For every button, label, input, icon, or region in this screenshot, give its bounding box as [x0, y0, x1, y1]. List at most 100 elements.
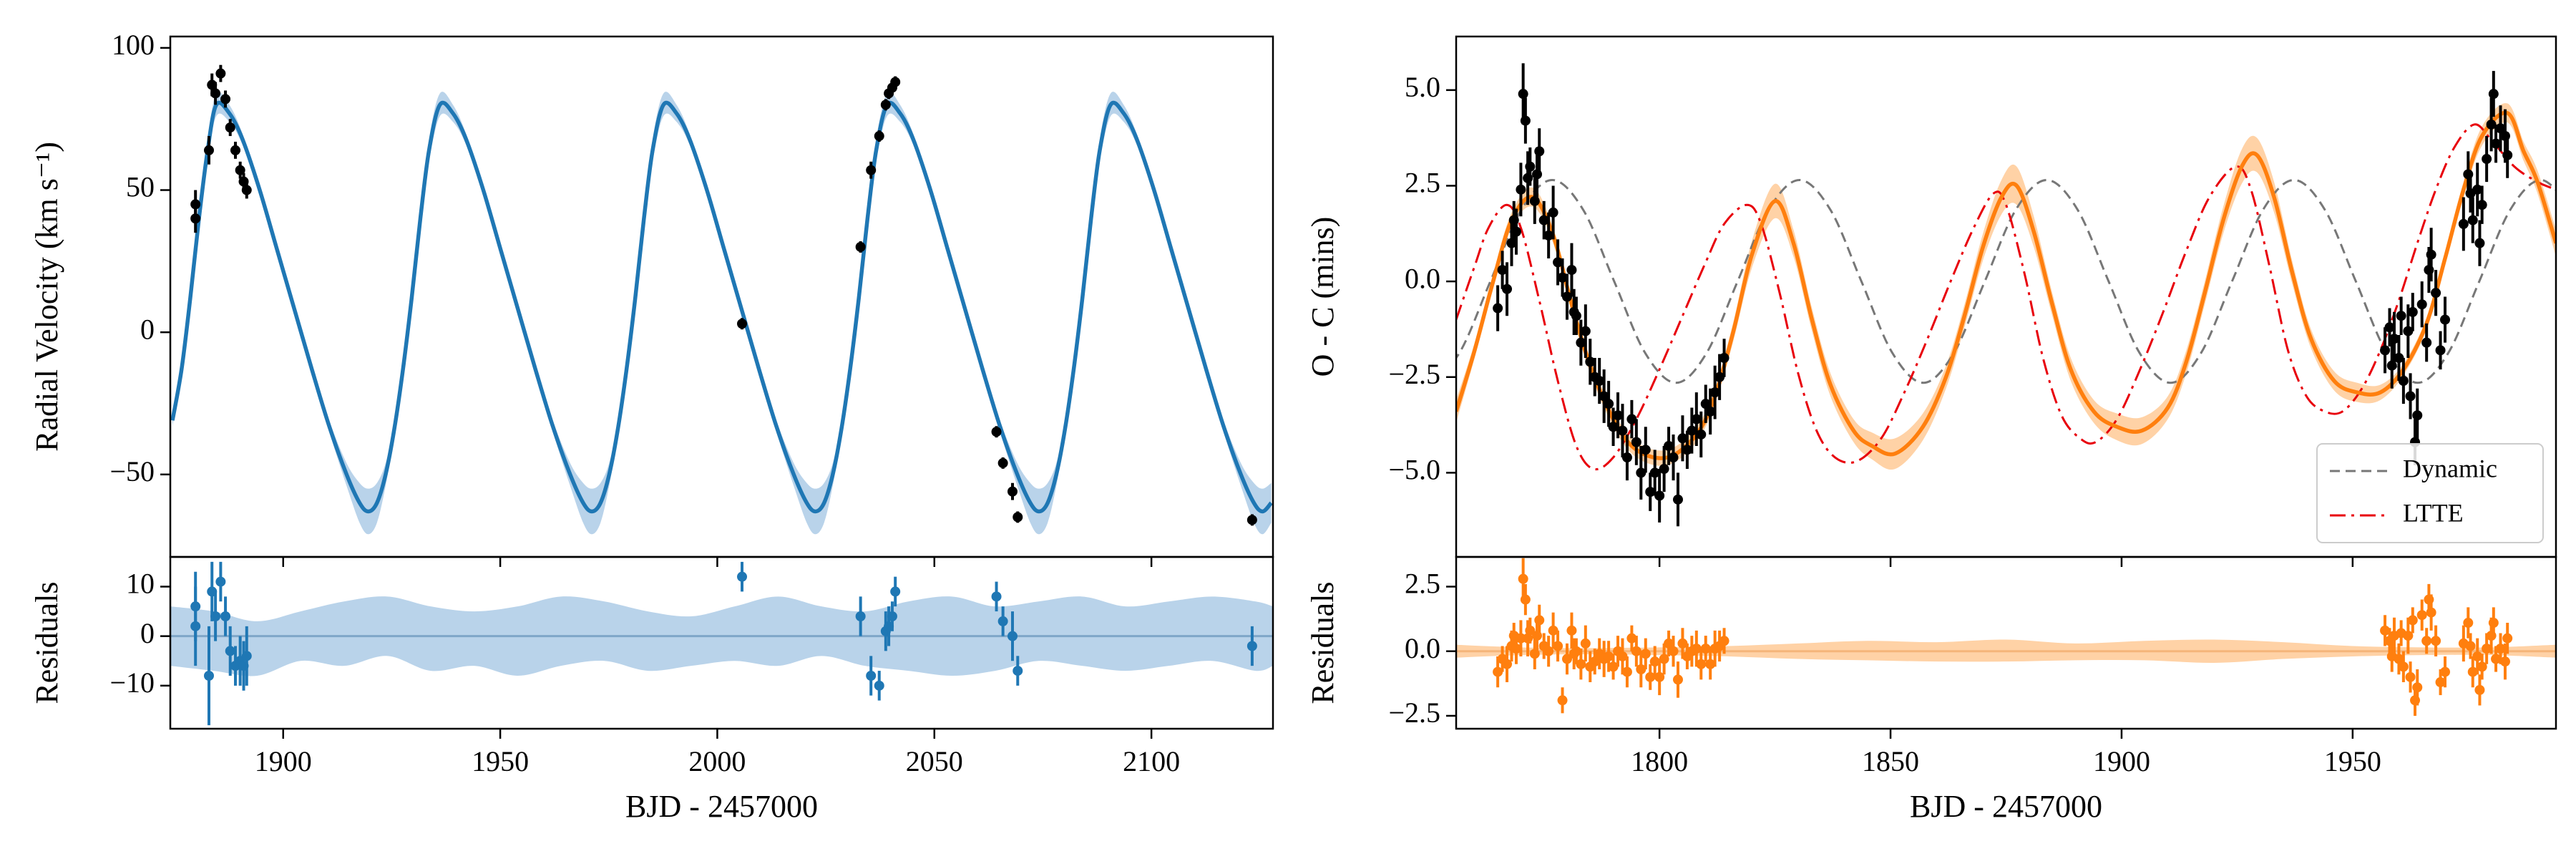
data-point — [1511, 644, 1521, 654]
x-tick-label: 1950 — [472, 745, 529, 777]
data-point — [1518, 573, 1528, 584]
y-axis-label: Radial Velocity (km s⁻¹) — [29, 142, 64, 452]
data-point — [220, 94, 231, 105]
data-point — [2488, 618, 2499, 629]
data-point — [215, 576, 226, 587]
data-point — [1594, 376, 1605, 387]
data-point — [220, 611, 231, 621]
data-point — [1604, 399, 1614, 409]
data-point — [2394, 353, 2404, 364]
y-tick-label: 2.5 — [1405, 167, 1440, 199]
data-point — [2394, 654, 2404, 664]
data-point — [2403, 326, 2414, 336]
y-tick-label: −50 — [109, 455, 155, 487]
data-point — [215, 68, 226, 79]
data-point — [866, 670, 877, 681]
data-point — [1645, 671, 1656, 682]
data-point — [874, 680, 884, 691]
data-point — [2486, 119, 2497, 130]
data-point — [1585, 356, 1596, 367]
data-point — [2472, 184, 2483, 195]
y-tick-label: −5.0 — [1388, 454, 1440, 486]
data-point — [2502, 633, 2513, 644]
data-point — [2426, 249, 2436, 260]
data-point — [225, 646, 235, 656]
data-point — [1534, 146, 1545, 157]
data-point — [2467, 215, 2478, 225]
data-point — [1705, 406, 1716, 417]
data-point — [1640, 649, 1651, 659]
y-tick-label: 50 — [126, 171, 155, 203]
data-point — [1604, 651, 1614, 661]
data-point — [1668, 646, 1679, 656]
legend: Dynamic LTTE — [2316, 443, 2544, 543]
data-point — [1691, 644, 1702, 654]
data-point — [1553, 257, 1563, 268]
data-point — [1649, 467, 1660, 478]
model-line — [170, 100, 1273, 514]
data-point — [1608, 661, 1619, 672]
data-point — [1672, 494, 1683, 505]
data-point — [2435, 677, 2446, 688]
data-point — [1511, 226, 1521, 237]
data-point — [2407, 615, 2418, 626]
data-point — [2421, 636, 2432, 646]
data-point — [1608, 422, 1619, 432]
data-point — [2465, 641, 2476, 651]
data-point — [2426, 607, 2436, 618]
data-point — [1516, 633, 1526, 644]
data-point — [2405, 391, 2416, 402]
data-point — [2458, 218, 2469, 229]
data-point — [1659, 654, 1669, 664]
data-point — [855, 241, 866, 252]
data-point — [1007, 486, 1018, 497]
data-point — [2403, 631, 2414, 641]
data-point — [1682, 445, 1692, 455]
data-point — [1705, 659, 1716, 669]
data-point — [1640, 445, 1651, 455]
data-point — [225, 122, 235, 133]
y-tick-label: 0.0 — [1405, 632, 1440, 664]
data-point — [2380, 625, 2391, 636]
data-point — [2398, 661, 2409, 672]
x-tick-label: 2100 — [1123, 745, 1180, 777]
y-axis-label: O - C (mins) — [1305, 217, 1340, 377]
data-point — [1700, 644, 1711, 654]
y-tick-label: 0 — [140, 313, 155, 345]
data-point — [1493, 666, 1503, 677]
data-point — [1534, 615, 1545, 626]
data-point — [997, 457, 1008, 468]
data-point — [2416, 299, 2427, 310]
series-line — [1456, 123, 2556, 471]
data-point — [890, 586, 901, 597]
data-point — [1502, 283, 1513, 294]
data-point — [2389, 334, 2399, 344]
data-point — [1548, 207, 1558, 218]
data-point — [1580, 638, 1591, 649]
data-point — [855, 611, 866, 621]
data-point — [1493, 303, 1503, 314]
data-point — [1502, 659, 1513, 669]
axes-frame — [1455, 555, 2557, 730]
data-point — [1246, 515, 1257, 525]
data-point — [2405, 671, 2416, 682]
data-point — [1691, 414, 1702, 424]
data-point — [241, 651, 252, 661]
data-point — [2440, 314, 2451, 325]
data-point — [230, 145, 241, 155]
data-point — [2491, 138, 2502, 149]
data-point — [190, 199, 201, 210]
data-point — [1617, 425, 1628, 436]
data-point — [1580, 326, 1591, 336]
data-point — [2477, 200, 2487, 210]
data-point — [1589, 656, 1600, 667]
data-point — [1561, 291, 1572, 302]
data-point — [737, 319, 748, 329]
x-tick-label: 1900 — [2093, 745, 2150, 777]
data-point — [1525, 625, 1536, 636]
uncertainty-band — [172, 92, 1272, 535]
data-point — [203, 145, 214, 155]
x-tick-label: 2050 — [906, 745, 963, 777]
data-point — [1599, 391, 1609, 402]
